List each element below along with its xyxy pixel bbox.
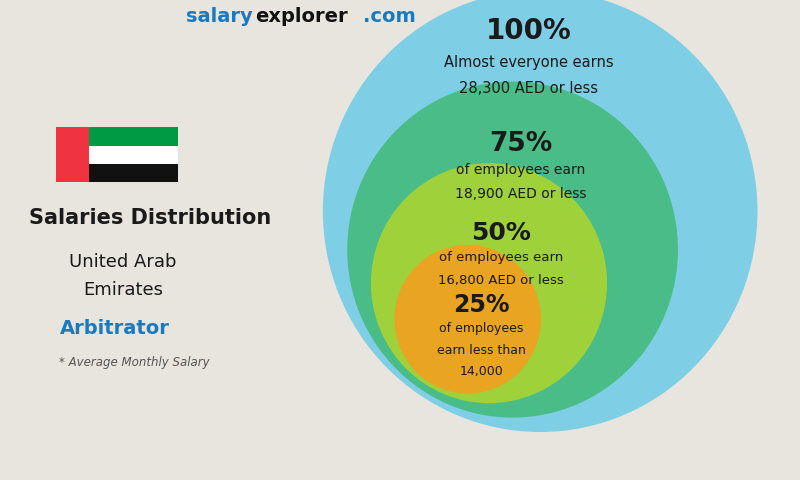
- Bar: [89, 127, 178, 145]
- Text: 14,000: 14,000: [459, 365, 503, 379]
- Text: explorer: explorer: [255, 7, 348, 26]
- Text: 16,800 AED or less: 16,800 AED or less: [438, 274, 564, 288]
- Ellipse shape: [347, 82, 678, 418]
- Text: 18,900 AED or less: 18,900 AED or less: [454, 187, 586, 202]
- Text: of employees earn: of employees earn: [438, 251, 563, 264]
- Text: Salaries Distribution: Salaries Distribution: [30, 208, 271, 228]
- Text: .com: .com: [363, 7, 416, 26]
- Bar: [56, 127, 89, 182]
- Ellipse shape: [323, 0, 758, 432]
- Text: of employees earn: of employees earn: [456, 163, 585, 178]
- Text: 25%: 25%: [453, 293, 510, 317]
- Text: Emirates: Emirates: [83, 281, 163, 300]
- Text: 28,300 AED or less: 28,300 AED or less: [459, 81, 598, 96]
- Text: 100%: 100%: [486, 17, 571, 45]
- Text: * Average Monthly Salary: * Average Monthly Salary: [59, 356, 210, 369]
- Text: 75%: 75%: [489, 131, 552, 157]
- Text: Almost everyone earns: Almost everyone earns: [443, 55, 613, 70]
- Text: earn less than: earn less than: [437, 344, 526, 357]
- Bar: [89, 164, 178, 182]
- Ellipse shape: [371, 163, 607, 403]
- Text: of employees: of employees: [439, 322, 523, 336]
- Text: 50%: 50%: [471, 221, 530, 245]
- Text: Arbitrator: Arbitrator: [60, 319, 170, 338]
- Ellipse shape: [394, 245, 541, 394]
- Text: United Arab: United Arab: [69, 252, 177, 271]
- Text: salary: salary: [186, 7, 253, 26]
- Bar: [89, 145, 178, 164]
